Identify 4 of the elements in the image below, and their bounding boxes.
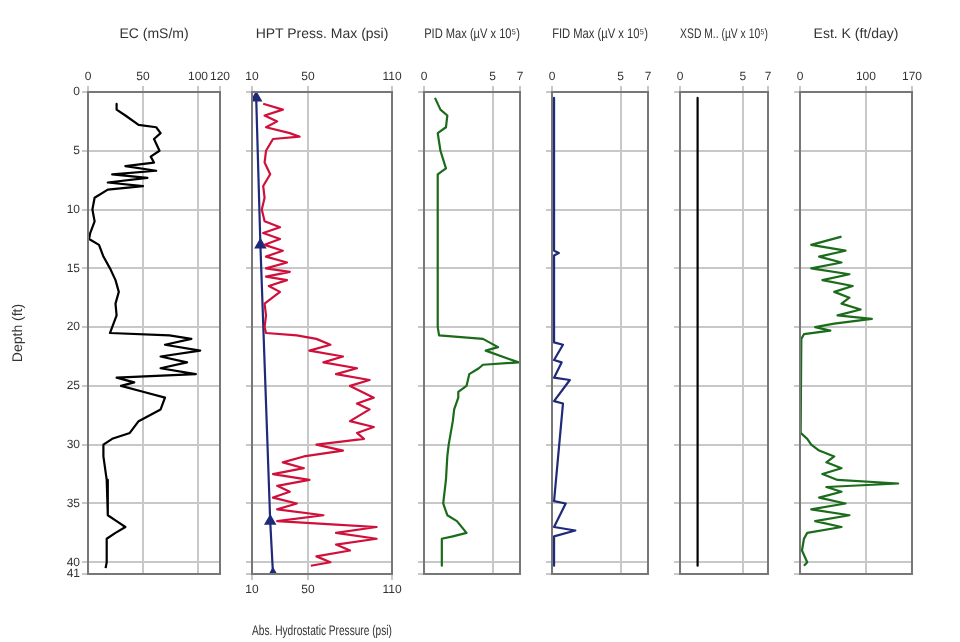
point — [252, 92, 262, 102]
point — [264, 515, 276, 525]
x-axis-title: Abs. Hydrostatic Pressure (psi) — [252, 624, 392, 641]
point — [254, 238, 266, 249]
